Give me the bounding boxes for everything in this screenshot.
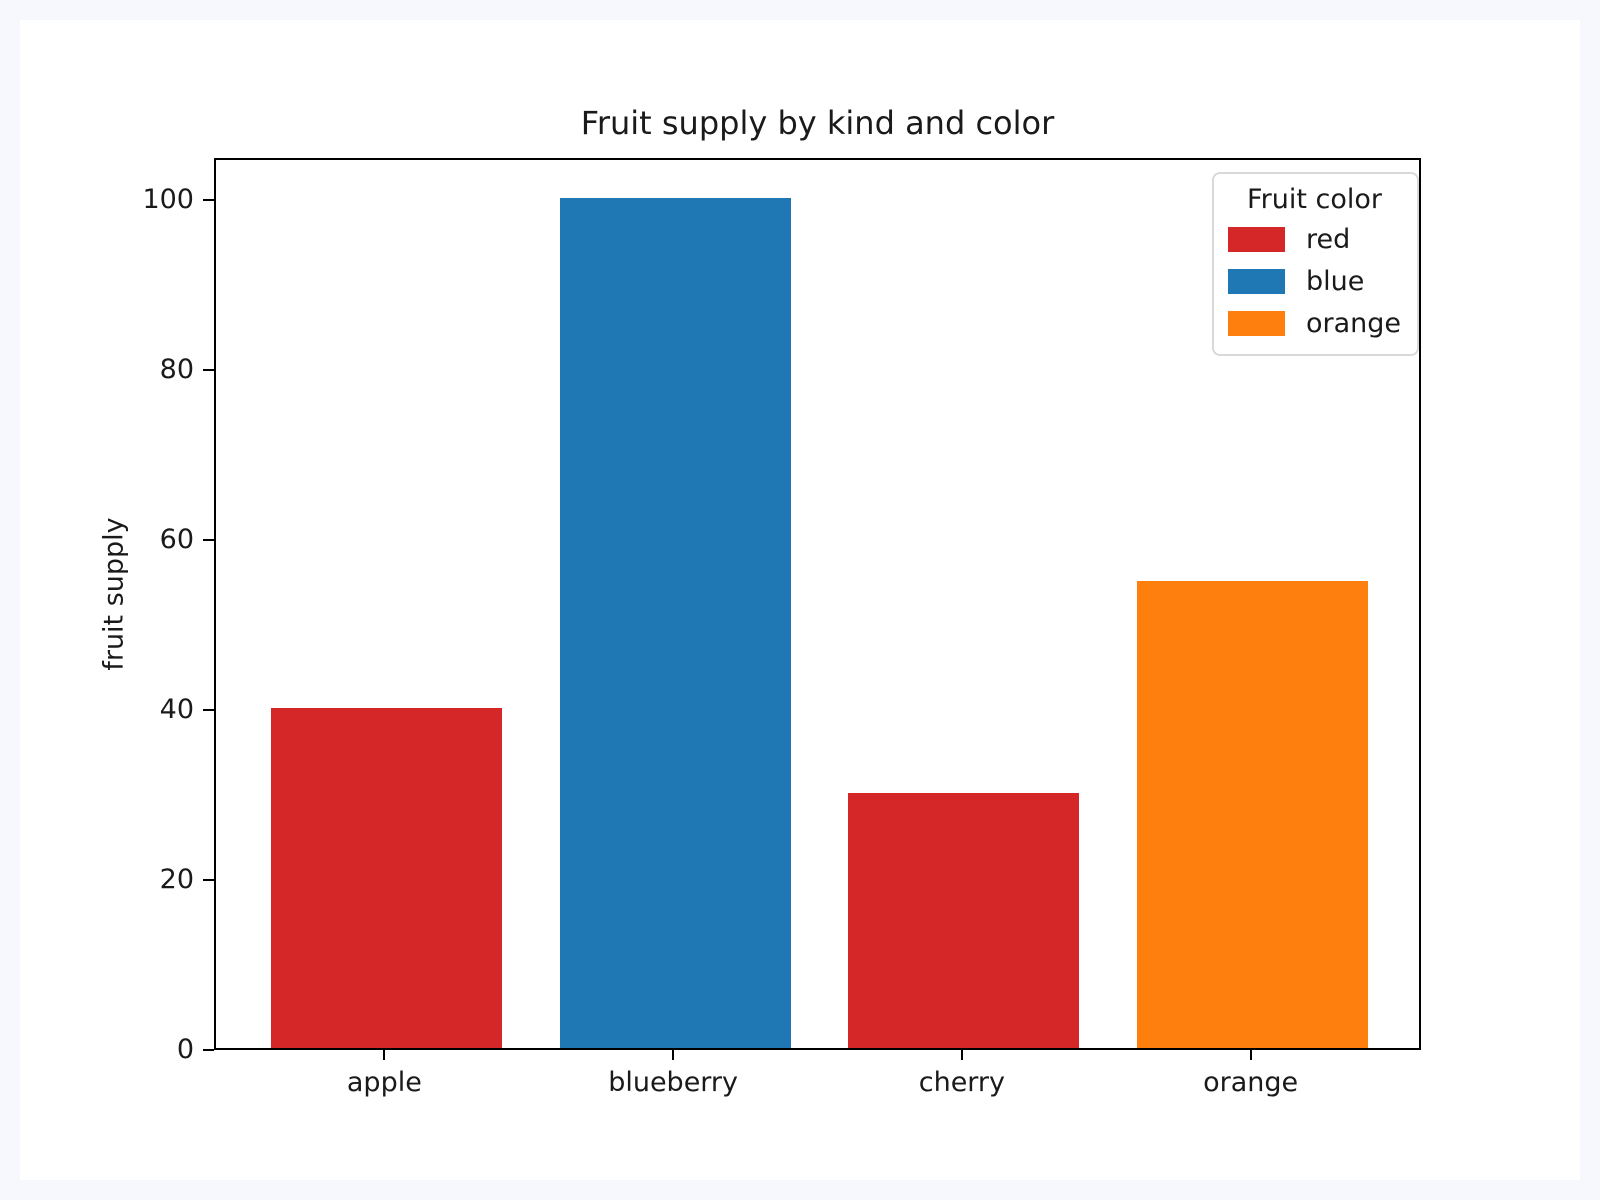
y-tick-mark-20 [203, 879, 214, 882]
y-axis-label: fruit supply [98, 517, 130, 671]
figure-canvas: Fruit supply by kind and color fruit sup… [20, 20, 1580, 1180]
legend-entry-blue: blue [1228, 260, 1401, 302]
y-tick-mark-80 [203, 369, 214, 372]
bar-apple [270, 708, 502, 1048]
y-tick-label-20: 20 [159, 864, 194, 896]
x-tick-label-cherry: cherry [918, 1067, 1006, 1098]
legend-swatch-blue [1228, 268, 1285, 294]
x-tick-label-blueberry: blueberry [608, 1067, 739, 1098]
bar-orange [1137, 580, 1369, 1048]
y-tick-mark-40 [203, 709, 214, 712]
y-tick-label-80: 80 [159, 354, 194, 386]
bars-container [216, 160, 1419, 1048]
bar-cherry [848, 793, 1080, 1048]
x-tick-mark-orange [1249, 1050, 1252, 1060]
legend-title: Fruit color [1247, 184, 1382, 215]
legend-entry-orange: orange [1228, 302, 1401, 344]
legend-label-blue: blue [1306, 265, 1365, 297]
legend-label-orange: orange [1306, 307, 1402, 339]
legend-swatch-red [1228, 226, 1285, 252]
x-tick-mark-cherry [960, 1050, 963, 1060]
legend-label-red: red [1306, 223, 1351, 255]
y-tick-mark-60 [203, 539, 214, 542]
x-tick-mark-blueberry [672, 1050, 675, 1060]
y-tick-mark-100 [203, 199, 214, 202]
x-tick-label-orange: orange [1203, 1067, 1299, 1098]
legend: Fruit color red blue orange [1212, 172, 1420, 356]
legend-entry-red: red [1228, 218, 1401, 260]
chart-title: Fruit supply by kind and color [580, 104, 1055, 142]
y-tick-mark-0 [203, 1049, 214, 1051]
x-tick-label-apple: apple [346, 1067, 422, 1098]
x-tick-mark-apple [383, 1050, 386, 1060]
bar-blueberry [559, 198, 791, 1048]
legend-entries: red blue orange [1228, 218, 1401, 344]
y-tick-label-0: 0 [176, 1034, 194, 1065]
y-tick-label-40: 40 [159, 694, 194, 726]
legend-swatch-orange [1228, 310, 1285, 336]
y-tick-label-100: 100 [142, 184, 194, 216]
